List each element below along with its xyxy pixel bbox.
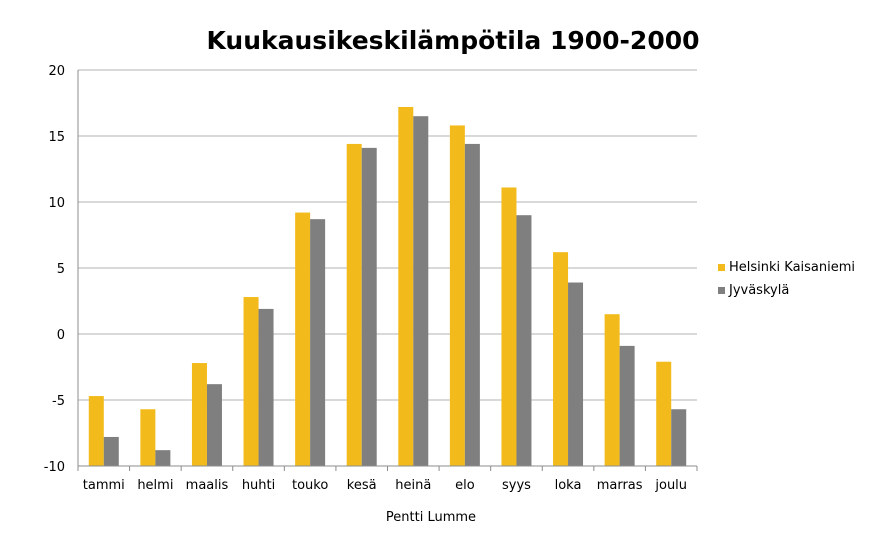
x-tick-label: helmi: [137, 478, 173, 493]
bar-jyvaskyla: [516, 215, 532, 466]
bar-helsinki: [501, 187, 517, 467]
y-tick-label: 20: [48, 64, 65, 79]
x-tick-label: touko: [292, 478, 328, 493]
x-tick-label: tammi: [83, 478, 125, 493]
bar-helsinki: [140, 409, 156, 466]
bar-helsinki: [398, 106, 414, 467]
bar-jyvaskyla: [103, 436, 119, 466]
x-tick-label: joulu: [654, 478, 687, 493]
chart-title: Kuukausikeskilämpötila 1900-2000: [206, 26, 700, 55]
x-tick-label: loka: [555, 478, 582, 493]
legend-swatch-jyvaskyla: [718, 287, 725, 294]
y-tick-label: 0: [57, 328, 65, 343]
x-tick-label: syys: [502, 478, 531, 493]
x-tick-labels: tammi helmi maalis huhti touko kesä heinä elo sy…: [83, 478, 687, 493]
bar-helsinki: [604, 314, 620, 466]
x-tick-label: kesä: [347, 478, 377, 493]
y-tick-label: 10: [48, 196, 65, 211]
bar-jyvaskyla: [413, 116, 429, 466]
bar-jyvaskyla: [464, 143, 480, 467]
legend-label-jyvaskyla: Jyväskylä: [729, 283, 790, 298]
y-tick-label: 5: [57, 262, 65, 277]
bar-helsinki: [449, 125, 465, 466]
bar-helsinki: [346, 143, 362, 467]
y-tick-label: -5: [52, 394, 65, 409]
bar-jyvaskyla: [568, 282, 584, 466]
y-tick-label: -10: [44, 460, 65, 475]
bar-helsinki: [656, 361, 672, 466]
y-tick-labels: 20 15 10 5 0 -5 -10: [44, 64, 65, 475]
bar-jyvaskyla: [310, 219, 326, 466]
bars: [88, 106, 687, 467]
bar-jyvaskyla: [619, 345, 635, 466]
bar-jyvaskyla: [258, 308, 274, 466]
bar-jyvaskyla: [361, 147, 377, 466]
bar-jyvaskyla: [206, 384, 222, 466]
legend-item-helsinki: Helsinki Kaisaniemi: [718, 256, 855, 279]
legend-label-helsinki: Helsinki Kaisaniemi: [729, 260, 856, 275]
y-tick-label: 15: [48, 130, 65, 145]
axes: [77, 70, 698, 471]
x-tick-label: heinä: [395, 478, 431, 493]
legend-item-jyvaskyla: Jyväskylä: [718, 279, 855, 302]
x-tick-label: huhti: [242, 478, 275, 493]
legend: Helsinki Kaisaniemi Jyväskylä: [718, 256, 855, 302]
bar-helsinki: [191, 363, 207, 466]
legend-swatch-helsinki: [718, 264, 725, 271]
x-tick-label: marras: [597, 478, 643, 493]
bar-jyvaskyla: [671, 409, 687, 466]
x-tick-label: maalis: [186, 478, 229, 493]
bar-helsinki: [295, 212, 311, 466]
bar-jyvaskyla: [155, 450, 171, 466]
x-axis-label: Pentti Lumme: [386, 510, 476, 525]
bar-helsinki: [243, 297, 259, 466]
x-tick-label: elo: [455, 478, 475, 493]
bar-helsinki: [88, 396, 104, 466]
bar-helsinki: [553, 252, 569, 466]
gridlines: [78, 69, 697, 467]
